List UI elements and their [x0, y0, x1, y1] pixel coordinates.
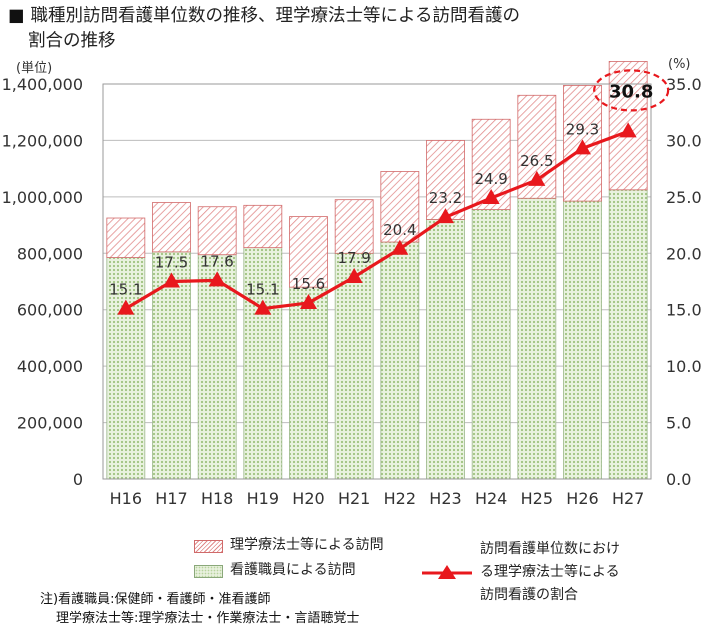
footnote-2: 理学療法士等:理学療法士・作業療法士・言語聴覚士 [56, 611, 360, 626]
bar-nursing-staff [334, 252, 374, 480]
left-tick-label: 1,200,000 [2, 131, 83, 150]
legend-line-label-2: る理学療法士等による [480, 564, 620, 580]
legend-hatch-label: 理学療法士等による訪問 [230, 537, 384, 553]
right-tick-label: 30.0 [666, 131, 702, 150]
data-label: 29.3 [566, 120, 599, 138]
bar-nursing-staff [517, 197, 557, 480]
bar-nursing-staff [380, 241, 420, 480]
legend-green-swatch [194, 565, 223, 578]
ratio-marker [117, 299, 135, 315]
bar-nursing-staff [563, 200, 602, 480]
x-tick-label: H24 [475, 489, 507, 508]
ratio-marker [391, 239, 409, 255]
bar-nursing-staff [471, 209, 511, 480]
legend-line-label-1: 訪問看護単位数におけ [480, 541, 620, 557]
ratio-marker [437, 208, 454, 224]
bar-therapist [106, 217, 146, 258]
x-tick-label: H22 [384, 489, 416, 508]
footnotes: 注)看護職員:保健師・看護師・准看護師 理学療法士等:理学療法士・作業療法士・言… [40, 590, 359, 628]
left-tick-label: 600,000 [17, 301, 83, 320]
right-tick-label: 10.0 [666, 357, 702, 376]
bar-therapist [334, 199, 374, 254]
left-tick-label: 400,000 [17, 357, 83, 376]
left-tick-label: 0 [73, 470, 83, 489]
x-tick-label: H19 [247, 489, 279, 508]
right-tick-label: 20.0 [666, 244, 702, 263]
ratio-marker [528, 170, 546, 186]
footnote-1: 注)看護職員:保健師・看護師・准看護師 [40, 592, 271, 607]
data-label: 17.9 [337, 249, 370, 267]
ratio-marker [254, 299, 272, 315]
ratio-line [125, 129, 629, 311]
right-axis-unit: (%) [668, 57, 691, 72]
plot-frame [102, 83, 652, 480]
left-tick-label: 1,400,000 [2, 75, 83, 94]
data-label: 20.4 [383, 221, 416, 239]
ratio-marker [300, 293, 317, 309]
ratio-marker [619, 122, 637, 138]
right-tick-label: 35.0 [666, 75, 702, 94]
legend-line-swatch [422, 565, 472, 579]
ratio-marker [482, 188, 500, 204]
bar-therapist [197, 206, 237, 256]
x-tick-label: H20 [292, 489, 324, 508]
bar-therapist [243, 204, 283, 249]
title-line-2: 割合の推移 [28, 31, 116, 51]
chart-svg: 0 200,000 400,000 600,000 800,000 1,000,000 1,… [2, 57, 702, 508]
bar-nursing-staff [243, 247, 283, 480]
x-tick-label: H21 [338, 489, 370, 508]
data-label: 23.2 [429, 189, 462, 207]
legend-green-label: 看護職員による訪問 [230, 562, 356, 578]
legend-hatch-swatch [194, 540, 223, 553]
left-tick-label: 1,000,000 [2, 188, 83, 207]
title-line-1: 職種別訪問看護単位数の推移、理学療法士等による訪問看護の [30, 6, 521, 26]
right-tick-label: 0.0 [666, 470, 691, 489]
ratio-marker [345, 267, 363, 283]
x-tick-label: H18 [201, 489, 233, 508]
right-tick-label: 15.0 [666, 301, 702, 320]
square-bullet-icon: ■ [8, 6, 25, 26]
bar-therapist [426, 140, 465, 220]
highlight-ellipse [593, 69, 670, 112]
left-axis-unit: (単位) [16, 60, 52, 76]
data-label: 26.5 [520, 152, 553, 170]
ratio-marker [208, 271, 226, 287]
ratio-marker [163, 272, 180, 288]
data-label: 17.6 [200, 252, 233, 270]
data-label: 17.5 [155, 254, 188, 272]
data-label: 15.6 [292, 275, 325, 293]
x-tick-label: H27 [612, 489, 644, 508]
right-tick-label: 5.0 [666, 414, 691, 433]
bar-therapist [289, 216, 328, 288]
bar-nursing-staff [426, 219, 465, 480]
bar-therapist [380, 171, 420, 243]
data-label: 15.1 [246, 281, 279, 299]
x-tick-label: H23 [429, 489, 461, 508]
x-tick-label: H25 [521, 489, 553, 508]
bar-nursing-staff [197, 254, 237, 480]
left-tick-label: 200,000 [17, 414, 83, 433]
bar-nursing-staff [289, 286, 328, 480]
x-tick-label: H17 [155, 489, 187, 508]
x-tick-label: H16 [110, 489, 142, 508]
left-tick-label: 800,000 [17, 244, 83, 263]
data-label: 24.9 [474, 170, 507, 188]
right-tick-label: 25.0 [666, 188, 702, 207]
bar-therapist [152, 202, 191, 253]
bar-nursing-staff [608, 189, 648, 480]
chart-title: ■ 職種別訪問看護単位数の推移、理学療法士等による訪問看護の 割合の推移 [8, 4, 520, 54]
data-label-highlight: 30.8 [609, 81, 653, 102]
data-label: 15.1 [109, 281, 142, 299]
legend-line-label-3: 訪問看護の割合 [480, 587, 578, 603]
x-tick-label: H26 [566, 489, 598, 508]
ratio-marker [574, 139, 591, 155]
